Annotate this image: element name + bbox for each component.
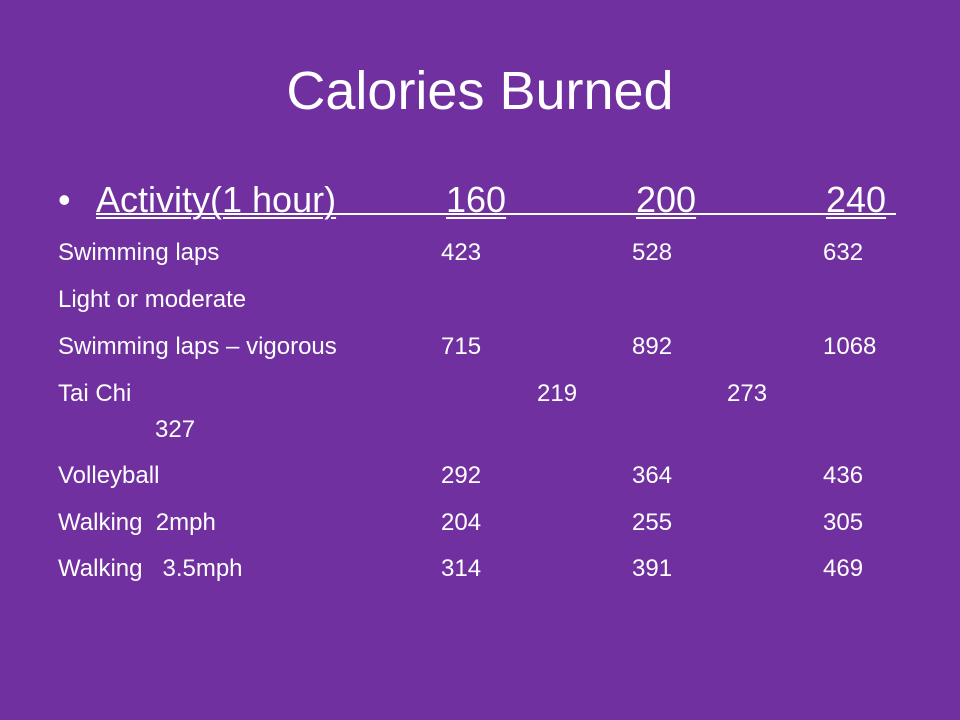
value-160: 204 <box>441 509 482 536</box>
bullet-glyph: • <box>58 179 71 220</box>
value-240: 436 <box>823 462 864 489</box>
table-row-walking-3-5mph: Walking 3.5mph 314 391 469 <box>58 553 918 585</box>
table-row-volleyball: Volleyball 292 364 436 <box>58 460 918 492</box>
table-row-light-or-moderate: Light or moderate <box>58 284 918 316</box>
activity-label: Swimming laps <box>58 239 220 266</box>
activity-label: Volleyball <box>58 462 160 489</box>
header-weight-240: 240 <box>826 179 887 220</box>
activity-label: Tai Chi <box>58 380 132 407</box>
value-240: 1068 <box>823 333 877 360</box>
activity-label: Light or moderate <box>58 286 247 313</box>
value-240: 469 <box>823 555 864 582</box>
value-200: 892 <box>632 333 673 360</box>
slide-title: Calories Burned <box>286 61 674 121</box>
header-weight-200: 200 <box>636 179 697 220</box>
value-240: 632 <box>823 239 864 266</box>
value-200: 273 <box>727 380 768 407</box>
value-240: 305 <box>823 509 864 536</box>
header-weight-160: 160 <box>446 179 507 220</box>
value-160: 314 <box>441 555 482 582</box>
value-240: 327 <box>155 416 196 443</box>
table-row-swimming-vigorous: Swimming laps – vigorous 715 892 1068 <box>58 331 918 363</box>
value-200: 391 <box>632 555 673 582</box>
activity-label: Walking 2mph <box>58 509 216 536</box>
table-header-row: • Activity(1 hour) 160 200 240 <box>58 176 918 224</box>
table-row-walking-2mph: Walking 2mph 204 255 305 <box>58 507 918 539</box>
value-160: 715 <box>441 333 482 360</box>
value-200: 528 <box>632 239 673 266</box>
header-underline <box>96 213 896 215</box>
table-row-tai-chi: Tai Chi 219 273 <box>58 378 918 410</box>
table-row-swimming-laps: Swimming laps 423 528 632 <box>58 237 918 269</box>
value-200: 255 <box>632 509 673 536</box>
activity-label: Swimming laps – vigorous <box>58 333 337 360</box>
value-160: 292 <box>441 462 482 489</box>
value-160: 423 <box>441 239 482 266</box>
value-160: 219 <box>537 380 578 407</box>
header-activity: Activity(1 hour) <box>96 179 337 220</box>
value-200: 364 <box>632 462 673 489</box>
activity-label: Walking 3.5mph <box>58 555 243 582</box>
table-row-tai-chi-wrap: 327 <box>58 414 918 446</box>
